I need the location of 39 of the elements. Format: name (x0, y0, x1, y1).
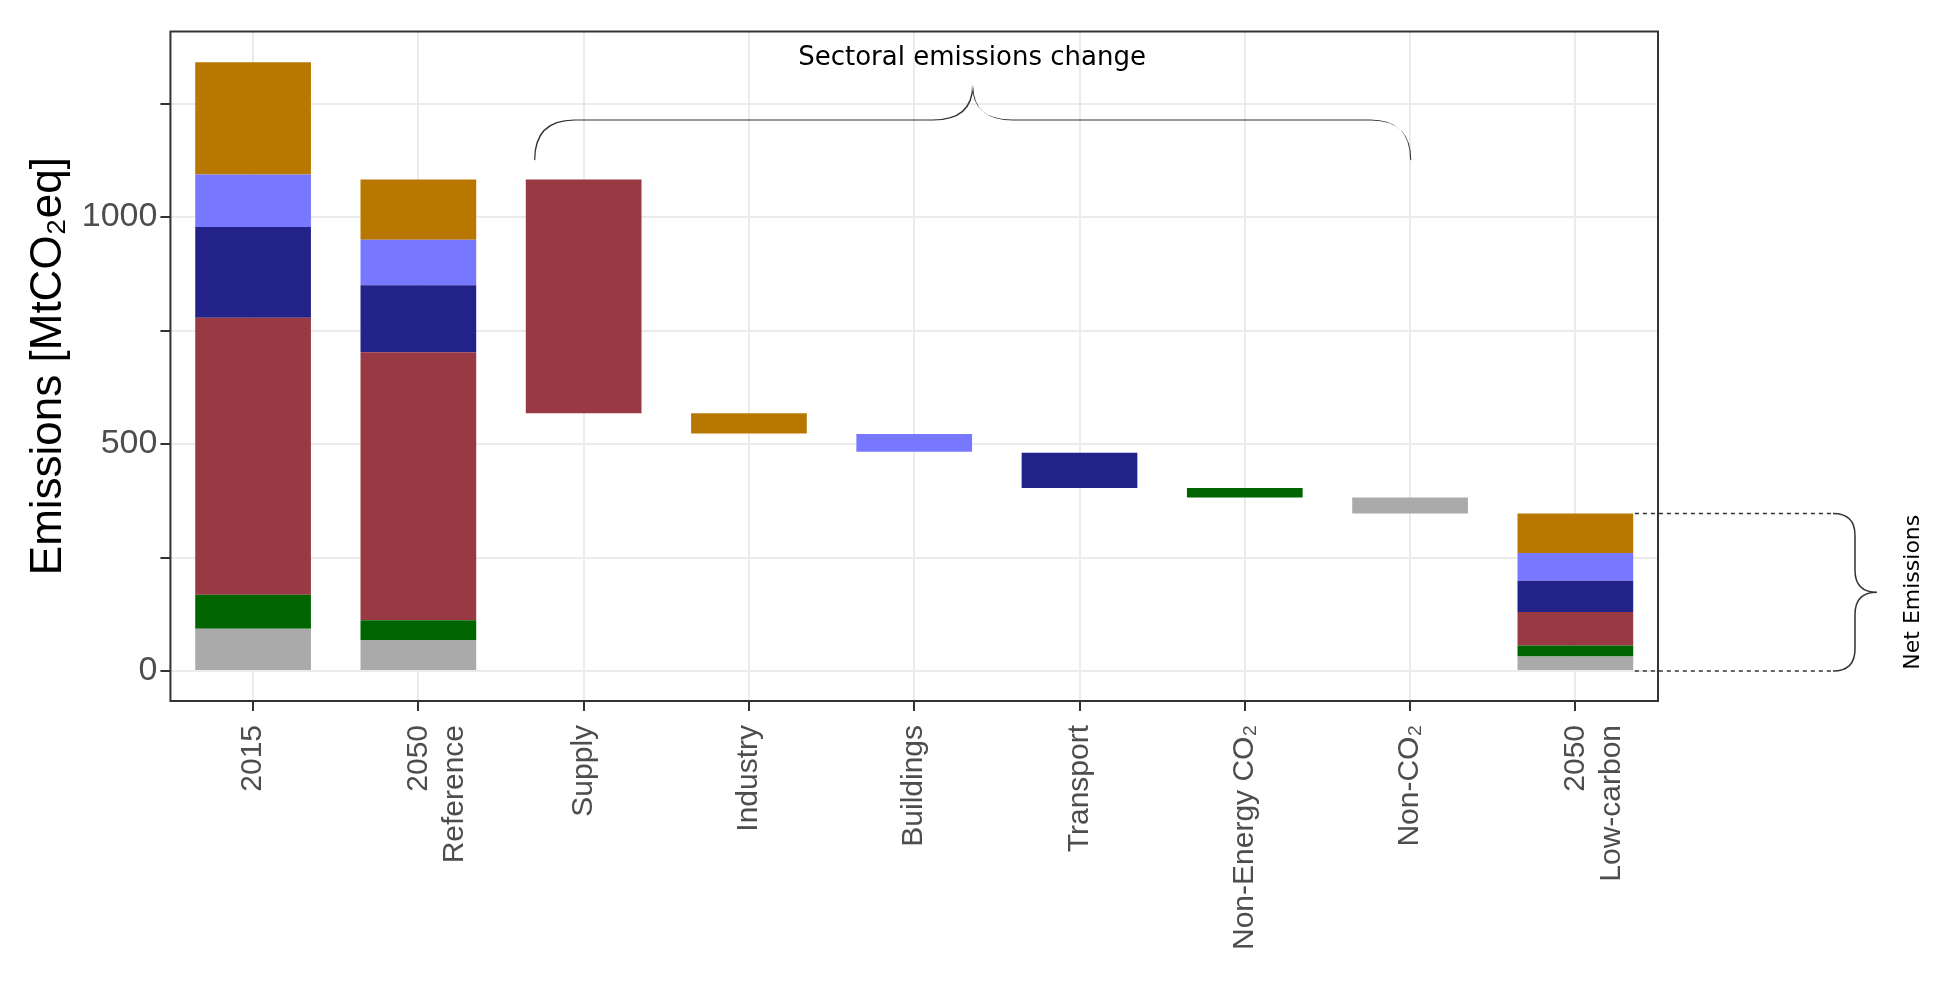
bar (360, 620, 477, 641)
bar (195, 227, 311, 318)
bar (1186, 488, 1303, 498)
x-tick-label: Non-CO₂ (1391, 724, 1425, 847)
bar (1517, 645, 1634, 657)
annotation: Sectoral emissions change (798, 41, 1146, 72)
y-tick-label: 1000 (81, 195, 158, 234)
bar (195, 62, 311, 175)
bar (691, 413, 807, 434)
bar (1517, 656, 1634, 670)
bar (856, 434, 973, 452)
bar (195, 594, 311, 629)
text: Net Emissions (1898, 514, 1924, 670)
x-tick-label: 2015 (234, 724, 268, 792)
bar (195, 628, 311, 670)
y-axis-title: Emissions [MtCO₂eq] (20, 157, 70, 576)
bar (1517, 552, 1634, 581)
bar (1021, 452, 1138, 489)
bar (360, 179, 477, 240)
bar (1517, 580, 1634, 612)
bar (525, 179, 642, 414)
bar (360, 239, 477, 286)
x-tick-label: Transport (1060, 724, 1094, 853)
x-tick-label: 2050 Reference (399, 724, 469, 864)
bar (360, 352, 477, 621)
y-tick-label: 500 (100, 422, 158, 461)
x-tick-label: Industry (730, 724, 764, 832)
x-tick-label: Supply (564, 724, 598, 817)
bar (360, 640, 477, 670)
bar (195, 174, 311, 228)
bar (1517, 611, 1634, 646)
x-tick-label: Non-Energy CO₂ (1226, 724, 1260, 950)
bar (360, 285, 477, 353)
bar (195, 317, 311, 595)
x-tick-label: 2050 Low-carbon (1556, 724, 1626, 882)
bar (1352, 497, 1468, 514)
y-tick-label: 0 (138, 649, 158, 688)
bar (1517, 513, 1634, 553)
x-tick-label: Buildings (895, 724, 929, 847)
